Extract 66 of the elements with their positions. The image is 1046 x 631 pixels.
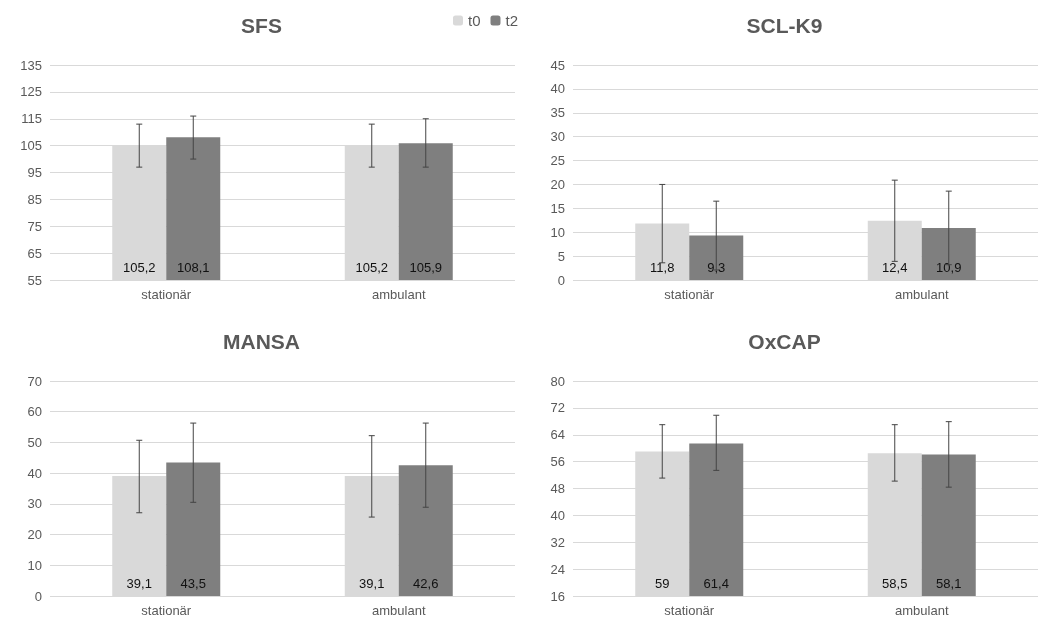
y-tick-label: 20 bbox=[27, 526, 42, 542]
y-tick-label: 75 bbox=[27, 218, 42, 234]
data-label: 43,5 bbox=[180, 575, 206, 591]
data-label: 108,1 bbox=[176, 260, 210, 275]
data-label: 105,9 bbox=[409, 260, 443, 275]
y-tick-label: 32 bbox=[550, 534, 565, 550]
y-tick-label: 30 bbox=[550, 129, 565, 145]
y-tick-label: 10 bbox=[27, 557, 42, 573]
data-label: 61,4 bbox=[703, 575, 729, 591]
y-tick-label: 16 bbox=[550, 588, 565, 603]
y-tick-label: 115 bbox=[21, 111, 42, 127]
y-tick-label: 70 bbox=[27, 373, 42, 388]
y-tick-label: 10 bbox=[550, 224, 565, 240]
y-tick-label: 48 bbox=[550, 480, 565, 496]
y-tick-label: 125 bbox=[20, 84, 42, 100]
x-tick-label: ambulant bbox=[372, 287, 426, 302]
y-tick-label: 40 bbox=[550, 507, 565, 523]
x-tick-label: stationär bbox=[664, 287, 715, 302]
data-label: 9,3 bbox=[707, 260, 726, 275]
y-tick-label: 55 bbox=[27, 272, 42, 288]
y-tick-label: 60 bbox=[27, 403, 42, 419]
y-tick-label: 0 bbox=[557, 272, 565, 288]
x-tick-label: stationär bbox=[141, 287, 192, 302]
y-tick-label: 95 bbox=[27, 165, 42, 180]
legend-label: t2 bbox=[505, 12, 519, 29]
y-tick-label: 80 bbox=[550, 373, 565, 388]
y-tick-label: 25 bbox=[550, 153, 565, 169]
y-tick-label: 24 bbox=[550, 561, 565, 577]
chart-title: SFS bbox=[241, 14, 282, 37]
data-label: 39,1 bbox=[359, 575, 385, 591]
y-tick-label: 35 bbox=[550, 105, 565, 121]
y-tick-label: 72 bbox=[550, 399, 565, 415]
data-label: 11,8 bbox=[650, 260, 675, 275]
x-tick-label: ambulant bbox=[895, 602, 949, 618]
y-tick-label: 135 bbox=[20, 57, 42, 73]
data-label: 39,1 bbox=[126, 575, 152, 591]
y-tick-label: 40 bbox=[27, 465, 42, 481]
data-label: 59 bbox=[655, 575, 670, 591]
y-tick-label: 30 bbox=[27, 495, 42, 511]
y-tick-label: 0 bbox=[34, 588, 42, 603]
data-label: 12,4 bbox=[882, 260, 908, 275]
y-tick-label: 65 bbox=[27, 245, 42, 261]
x-tick-label: stationär bbox=[664, 602, 715, 618]
data-label: 105,2 bbox=[355, 260, 389, 275]
y-tick-label: 15 bbox=[550, 200, 565, 216]
data-label: 58,5 bbox=[882, 575, 908, 591]
data-label: 10,9 bbox=[936, 260, 962, 275]
x-tick-label: stationär bbox=[141, 602, 192, 618]
y-tick-label: 40 bbox=[550, 81, 565, 97]
y-tick-label: 45 bbox=[550, 57, 565, 73]
y-tick-label: 20 bbox=[550, 176, 565, 192]
legend-label: t0 bbox=[467, 12, 481, 29]
y-tick-label: 105 bbox=[20, 138, 42, 154]
chart-title: OxCAP bbox=[748, 329, 821, 353]
y-tick-label: 85 bbox=[27, 191, 42, 207]
chart-title: SCL-K9 bbox=[746, 14, 823, 37]
y-tick-label: 5 bbox=[557, 248, 565, 264]
data-label: 42,6 bbox=[413, 575, 439, 591]
data-label: 105,2 bbox=[122, 260, 156, 275]
y-tick-label: 56 bbox=[550, 453, 565, 469]
y-tick-label: 50 bbox=[27, 434, 42, 450]
x-tick-label: ambulant bbox=[895, 287, 949, 302]
chart-title: MANSA bbox=[223, 329, 300, 353]
x-tick-label: ambulant bbox=[372, 602, 426, 618]
y-tick-label: 64 bbox=[550, 426, 565, 442]
data-label: 58,1 bbox=[936, 575, 962, 591]
